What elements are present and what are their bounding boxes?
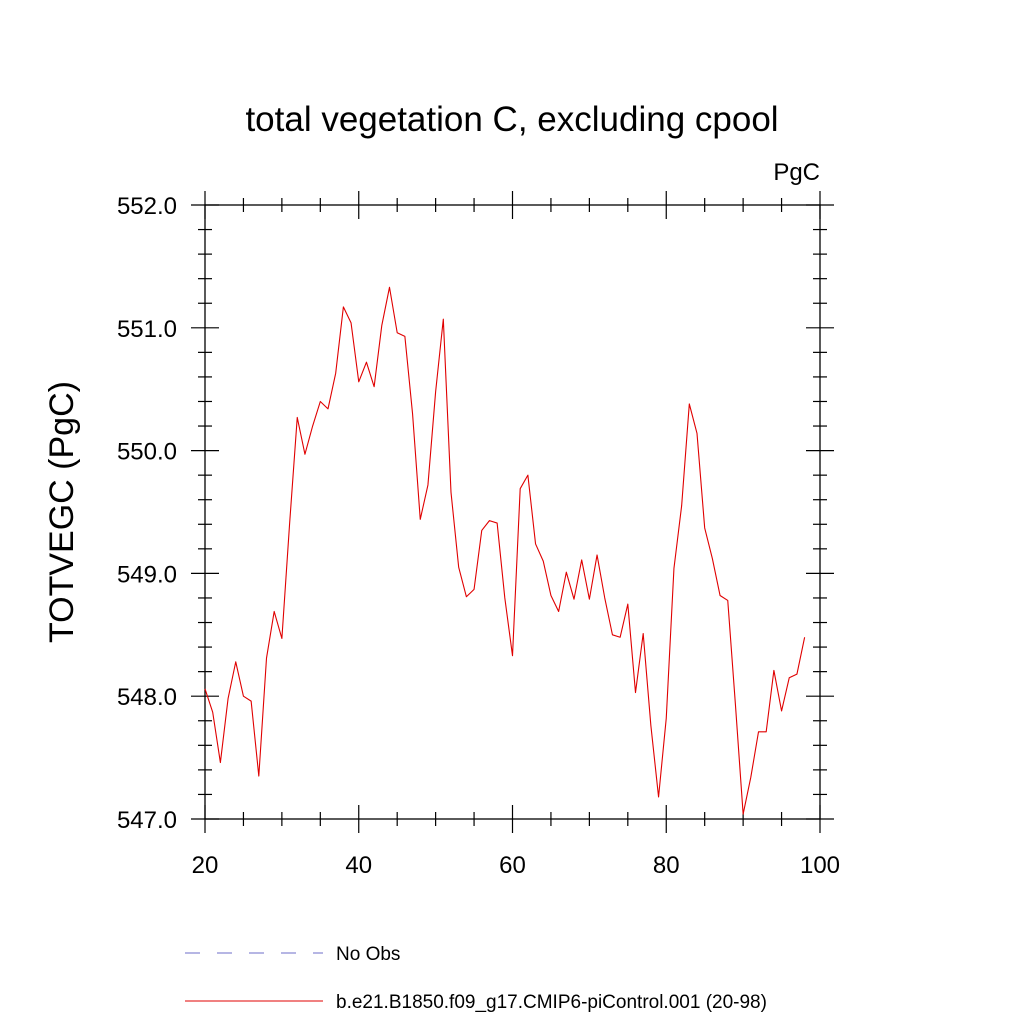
units-label: PgC (773, 159, 820, 186)
x-tick-label: 20 (192, 852, 219, 879)
y-tick-label: 550.0 (117, 439, 177, 466)
y-tick-label: 551.0 (117, 316, 177, 343)
x-tick-label: 60 (499, 852, 526, 879)
axis-ticks (191, 191, 834, 833)
plot-border (204, 204, 821, 820)
plot-frame (204, 204, 821, 820)
legend-label: b.e21.B1850.f09_g17.CMIP6-piControl.001 … (336, 992, 767, 1013)
x-tick-label: 40 (345, 852, 372, 879)
x-tick-label: 100 (800, 852, 840, 879)
chart-title: total vegetation C, excluding cpool (245, 100, 778, 139)
series-line (204, 286, 806, 815)
y-tick-label: 547.0 (117, 807, 177, 834)
axis-tick-labels: 20 40 60 80 100 547.0 548.0 549.0 550.0 551.0 552.… (117, 193, 840, 879)
legend-label: No Obs (336, 944, 400, 965)
y-tick-label: 548.0 (117, 684, 177, 711)
y-tick-label: 552.0 (117, 193, 177, 220)
y-axis-label: TOTVEGC (PgC) (43, 381, 81, 643)
y-tick-label: 549.0 (117, 561, 177, 588)
legend: No Obs b.e21.B1850.f09_g17.CMIP6-piContro… (185, 944, 767, 1013)
series-layer (204, 286, 806, 815)
x-tick-label: 80 (653, 852, 680, 879)
